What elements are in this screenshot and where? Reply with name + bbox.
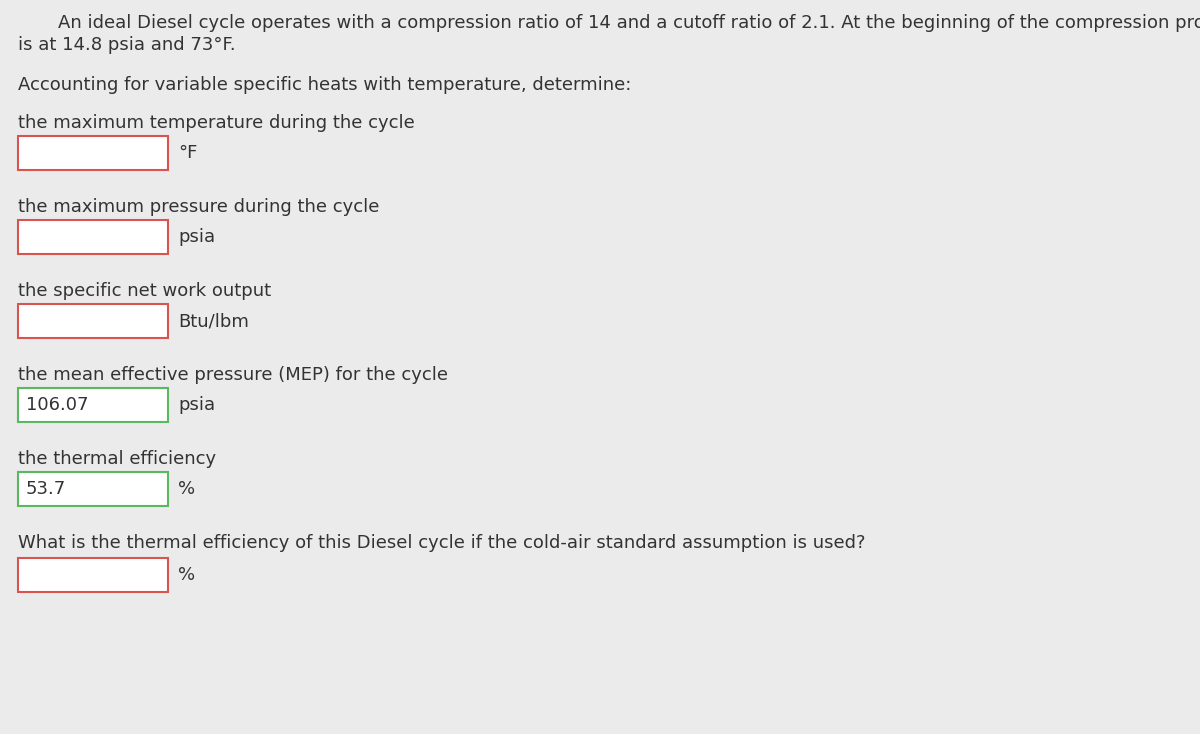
Text: %: % [178,480,196,498]
Text: Accounting for variable specific heats with temperature, determine:: Accounting for variable specific heats w… [18,76,631,94]
Text: What is the thermal efficiency of this Diesel cycle if the cold-air standard ass: What is the thermal efficiency of this D… [18,534,865,552]
Bar [18,304,168,338]
Text: psia: psia [178,396,215,414]
Bar [18,220,168,254]
Text: the specific net work output: the specific net work output [18,282,271,300]
Text: the maximum pressure during the cycle: the maximum pressure during the cycle [18,198,379,216]
Text: An ideal Diesel cycle operates with a compression ratio of 14 and a cutoff ratio: An ideal Diesel cycle operates with a co… [58,14,1200,32]
Text: the thermal efficiency: the thermal efficiency [18,450,216,468]
Bar [18,388,168,422]
Text: psia: psia [178,228,215,246]
Text: the maximum temperature during the cycle: the maximum temperature during the cycle [18,114,415,132]
Text: %: % [178,566,196,584]
Bar [18,558,168,592]
Text: the mean effective pressure (MEP) for the cycle: the mean effective pressure (MEP) for th… [18,366,448,384]
Bar [18,472,168,506]
Text: 53.7: 53.7 [26,480,66,498]
Bar [18,136,168,170]
Text: Btu/lbm: Btu/lbm [178,312,248,330]
Text: °F: °F [178,144,197,162]
Text: is at 14.8 psia and 73°F.: is at 14.8 psia and 73°F. [18,36,235,54]
Text: 106.07: 106.07 [26,396,89,414]
